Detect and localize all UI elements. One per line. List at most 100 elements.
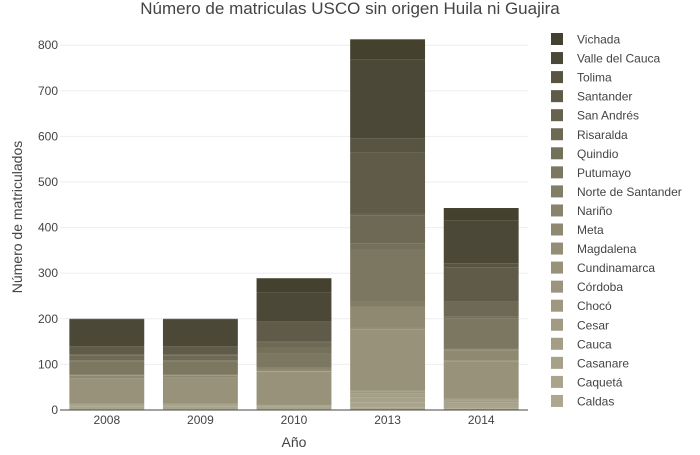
bar-segment[interactable] — [257, 369, 332, 371]
bar-segment[interactable] — [257, 354, 332, 368]
bar-segment[interactable] — [69, 346, 144, 347]
legend-item[interactable]: Santander — [551, 90, 632, 104]
bar-segment[interactable] — [444, 316, 519, 319]
legend-swatch — [551, 204, 563, 216]
bar-segment[interactable] — [69, 360, 144, 361]
bar-segment[interactable] — [163, 346, 238, 347]
legend: Vichada Valle del Cauca Tolima Santander San… — [551, 33, 682, 409]
legend-label: Nariño — [577, 204, 613, 218]
bar-segment[interactable] — [69, 374, 144, 375]
bar-segment[interactable] — [163, 355, 238, 360]
bar-segment[interactable] — [444, 220, 519, 263]
bar-segment[interactable] — [444, 268, 519, 301]
legend-item[interactable]: Caquetá — [551, 375, 623, 389]
bar-segment[interactable] — [257, 321, 332, 322]
bar-segment[interactable] — [257, 372, 332, 405]
bar-segment[interactable] — [444, 401, 519, 403]
bar-segment[interactable] — [350, 214, 425, 216]
bar-segment[interactable] — [69, 355, 144, 360]
bar-segment[interactable] — [163, 320, 238, 346]
bar-segment[interactable] — [257, 406, 332, 409]
bar-segment[interactable] — [257, 348, 332, 354]
y-axis-title: Número de matriculados — [9, 141, 25, 294]
bar-segment[interactable] — [257, 322, 332, 341]
x-tick-label: 2008 — [93, 413, 120, 427]
bar-segment[interactable] — [350, 398, 425, 403]
bar-segment[interactable] — [163, 348, 238, 355]
legend-item[interactable]: Cesar — [551, 318, 609, 332]
bar-segment[interactable] — [350, 59, 425, 138]
bar-segment[interactable] — [444, 263, 519, 268]
bar-segment[interactable] — [69, 319, 144, 320]
bar-segment[interactable] — [163, 405, 238, 406]
bar-segment[interactable] — [444, 399, 519, 400]
bar-segment[interactable] — [350, 393, 425, 394]
bar-segment[interactable] — [69, 362, 144, 375]
bar-segment[interactable] — [163, 360, 238, 361]
bar-segment[interactable] — [163, 406, 238, 409]
bar-segment[interactable] — [163, 378, 238, 404]
legend-item[interactable]: Magdalena — [551, 242, 637, 256]
legend-item[interactable]: Putumayo — [551, 166, 631, 180]
bar-segment[interactable] — [257, 278, 332, 293]
bar-segment[interactable] — [350, 329, 425, 391]
bar-segment[interactable] — [69, 348, 144, 355]
bar-segment[interactable] — [444, 403, 519, 405]
legend-item[interactable]: Tolima — [551, 71, 612, 85]
legend-swatch — [551, 52, 563, 64]
legend-swatch — [551, 319, 563, 331]
bar-segment[interactable] — [444, 301, 519, 316]
legend-item[interactable]: Vichada — [551, 33, 620, 47]
bar-segment[interactable] — [350, 307, 425, 328]
legend-item[interactable]: Valle del Cauca — [551, 52, 660, 66]
legend-item[interactable]: Cundinamarca — [551, 261, 655, 275]
bar-segment[interactable] — [69, 406, 144, 409]
bar-segment[interactable] — [69, 379, 144, 404]
bar-segment[interactable] — [257, 342, 332, 347]
bar-segment[interactable] — [163, 374, 238, 375]
legend-label: San Andrés — [577, 109, 639, 123]
legend-item[interactable]: Caldas — [551, 394, 614, 408]
legend-item[interactable]: Cauca — [551, 337, 612, 351]
bar-segment[interactable] — [350, 301, 425, 306]
bar-segment[interactable] — [350, 139, 425, 153]
bar-segment[interactable] — [350, 152, 425, 214]
bar-segment[interactable] — [163, 319, 238, 320]
legend-item[interactable]: Córdoba — [551, 280, 623, 294]
bar-segment[interactable] — [163, 376, 238, 378]
legend-item[interactable]: Nariño — [551, 204, 613, 218]
bar-segment[interactable] — [257, 405, 332, 406]
bar-segment[interactable] — [444, 319, 519, 349]
bar-segment[interactable] — [350, 402, 425, 407]
bar-segment[interactable] — [69, 320, 144, 346]
legend-item[interactable]: Norte de Santander — [551, 185, 682, 199]
bar-segment[interactable] — [444, 350, 519, 360]
legend-item[interactable]: Chocó — [551, 299, 612, 313]
legend-item[interactable]: San Andrés — [551, 109, 639, 123]
bar-segment[interactable] — [69, 376, 144, 378]
bar-segment[interactable] — [350, 392, 425, 393]
bar-segment[interactable] — [350, 327, 425, 329]
bar-segment[interactable] — [350, 243, 425, 250]
bar-segment[interactable] — [257, 368, 332, 369]
bar-segment[interactable] — [163, 405, 238, 406]
bar-segment[interactable] — [163, 362, 238, 375]
bar-segment[interactable] — [350, 391, 425, 392]
legend-item[interactable]: Meta — [551, 223, 604, 237]
bar-segment[interactable] — [350, 250, 425, 301]
legend-label: Valle del Cauca — [577, 52, 660, 66]
bar-segment[interactable] — [444, 361, 519, 398]
bar-segment[interactable] — [69, 405, 144, 406]
bar-segment[interactable] — [69, 405, 144, 406]
bar-segment[interactable] — [444, 405, 519, 409]
bar-segment[interactable] — [257, 293, 332, 321]
legend-item[interactable]: Quindio — [551, 147, 619, 161]
bar-segment[interactable] — [350, 39, 425, 59]
legend-item[interactable]: Risaralda — [551, 128, 628, 142]
bar-segment[interactable] — [350, 216, 425, 243]
bar-segment[interactable] — [444, 348, 519, 349]
legend-item[interactable]: Casanare — [551, 356, 629, 370]
bar-segment[interactable] — [444, 400, 519, 401]
bar-segment[interactable] — [444, 208, 519, 220]
bar-segment[interactable] — [350, 394, 425, 398]
